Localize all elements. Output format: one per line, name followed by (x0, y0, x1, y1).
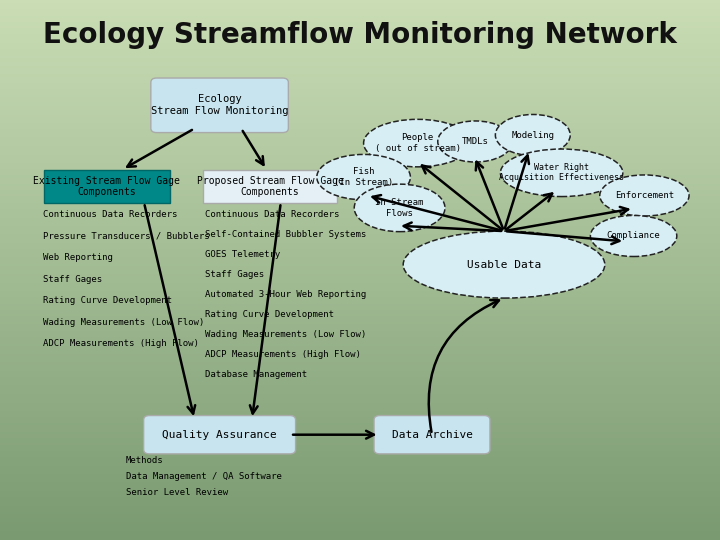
Text: TMDLs: TMDLs (462, 137, 489, 146)
Text: Data Management / QA Software: Data Management / QA Software (126, 472, 282, 481)
Text: GOES Telemetry: GOES Telemetry (205, 250, 281, 259)
Text: Fish
(In Stream): Fish (In Stream) (334, 167, 393, 187)
Text: Self-Contained Bubbler Systems: Self-Contained Bubbler Systems (205, 230, 366, 239)
FancyBboxPatch shape (143, 416, 296, 454)
Ellipse shape (317, 154, 410, 200)
Text: Ecology
Stream Flow Monitoring: Ecology Stream Flow Monitoring (151, 94, 288, 116)
Text: Modeling: Modeling (511, 131, 554, 139)
Text: Web Reporting: Web Reporting (43, 253, 113, 262)
Text: Proposed Stream Flow Gage
Components: Proposed Stream Flow Gage Components (197, 176, 343, 197)
Text: Database Management: Database Management (205, 370, 307, 379)
Ellipse shape (364, 119, 472, 167)
Text: Usable Data: Usable Data (467, 260, 541, 269)
Text: Compliance: Compliance (607, 232, 660, 240)
Text: Data Archive: Data Archive (392, 430, 472, 440)
Ellipse shape (403, 231, 605, 298)
Text: ADCP Measurements (High Flow): ADCP Measurements (High Flow) (205, 350, 361, 359)
FancyBboxPatch shape (44, 170, 170, 202)
Text: Rating Curve Development: Rating Curve Development (43, 296, 172, 305)
Text: Automated 3-Hour Web Reporting: Automated 3-Hour Web Reporting (205, 290, 366, 299)
Text: Continuous Data Recorders: Continuous Data Recorders (205, 210, 340, 219)
Text: Wading Measurements (Low Flow): Wading Measurements (Low Flow) (43, 318, 204, 327)
Text: Methods: Methods (126, 456, 163, 464)
Ellipse shape (438, 121, 513, 162)
FancyBboxPatch shape (203, 170, 336, 202)
Text: Rating Curve Development: Rating Curve Development (205, 310, 334, 319)
Text: Quality Assurance: Quality Assurance (162, 430, 277, 440)
Text: In Stream
Flows: In Stream Flows (375, 198, 424, 218)
FancyBboxPatch shape (151, 78, 288, 132)
Ellipse shape (354, 184, 445, 232)
Ellipse shape (590, 215, 677, 256)
Ellipse shape (600, 175, 689, 216)
FancyBboxPatch shape (374, 416, 490, 454)
Text: Staff Gages: Staff Gages (43, 275, 102, 284)
Text: Continuous Data Recorders: Continuous Data Recorders (43, 210, 178, 219)
Text: Enforcement: Enforcement (615, 191, 674, 200)
Text: Senior Level Review: Senior Level Review (126, 488, 228, 497)
Text: Staff Gages: Staff Gages (205, 270, 264, 279)
Ellipse shape (495, 114, 570, 156)
Text: Pressure Transducers / Bubblers: Pressure Transducers / Bubblers (43, 232, 210, 240)
Text: ADCP Measurements (High Flow): ADCP Measurements (High Flow) (43, 340, 199, 348)
Ellipse shape (500, 149, 623, 197)
Text: Water Right
Acquisition Effectiveness: Water Right Acquisition Effectiveness (499, 163, 624, 183)
Text: People
( out of stream): People ( out of stream) (374, 133, 461, 153)
Text: Wading Measurements (Low Flow): Wading Measurements (Low Flow) (205, 330, 366, 339)
Text: Existing Stream Flow Gage
Components: Existing Stream Flow Gage Components (33, 176, 180, 197)
Text: Ecology Streamflow Monitoring Network: Ecology Streamflow Monitoring Network (43, 21, 677, 49)
